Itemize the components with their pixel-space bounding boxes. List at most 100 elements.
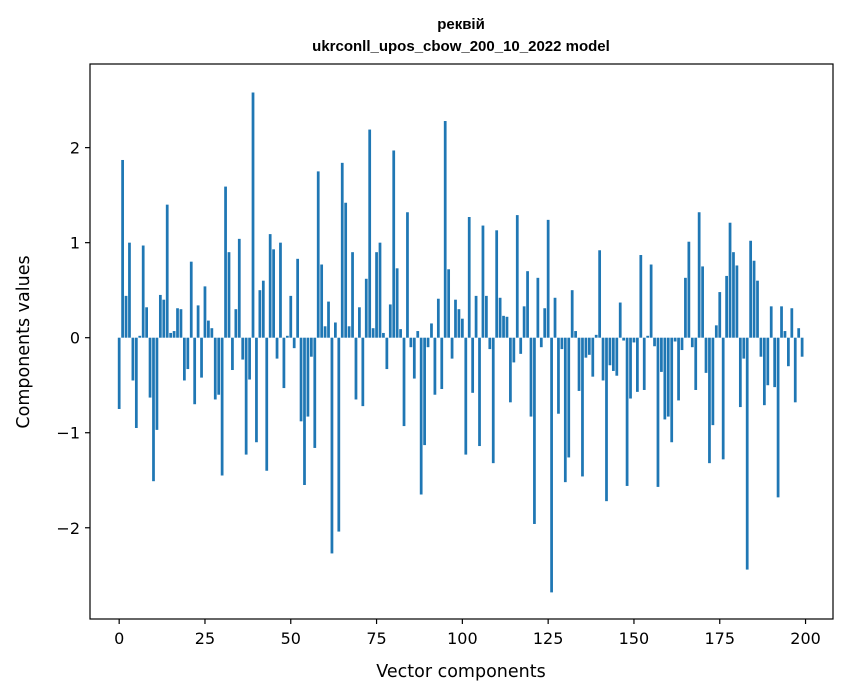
- bar: [176, 308, 179, 338]
- bars-group: [117, 92, 804, 593]
- bar: [752, 260, 756, 338]
- bar: [364, 278, 368, 338]
- bar: [728, 222, 732, 338]
- bar: [787, 337, 790, 367]
- bar: [745, 337, 749, 570]
- bar: [605, 337, 608, 502]
- bar: [464, 337, 468, 455]
- bar: [625, 337, 629, 486]
- bar: [134, 337, 138, 428]
- bar: [279, 242, 282, 338]
- bar: [354, 337, 358, 400]
- bar: [289, 295, 293, 338]
- bar: [275, 337, 279, 359]
- bar: [227, 252, 231, 338]
- bar: [598, 250, 602, 338]
- bar: [632, 337, 636, 343]
- bar: [141, 245, 145, 338]
- y-axis-label: Components values: [14, 255, 34, 428]
- bar: [368, 129, 372, 338]
- bar: [485, 295, 488, 338]
- bar: [316, 171, 320, 338]
- bar: [265, 337, 269, 471]
- bar: [183, 337, 186, 381]
- bar: [646, 335, 650, 338]
- bar: [694, 337, 698, 390]
- bar: [241, 337, 245, 360]
- bar: [440, 337, 444, 390]
- bar: [581, 337, 584, 477]
- bar: [773, 337, 777, 388]
- bar: [563, 337, 567, 483]
- bar: [334, 322, 337, 338]
- bar: [790, 308, 794, 338]
- bar: [323, 326, 327, 338]
- bar: [536, 277, 540, 338]
- bar: [155, 337, 159, 430]
- bar: [546, 219, 550, 338]
- bar: [327, 301, 330, 338]
- bar: [402, 337, 406, 427]
- bar: [653, 337, 656, 347]
- bar: [207, 320, 210, 338]
- bar: [471, 337, 475, 393]
- bar: [443, 121, 447, 338]
- bar: [467, 217, 471, 338]
- bar: [519, 337, 523, 354]
- bar: [570, 290, 574, 338]
- bar: [433, 337, 437, 395]
- bar: [203, 286, 207, 338]
- bar: [193, 337, 197, 405]
- bar: [495, 230, 499, 338]
- bar: [224, 186, 227, 338]
- bar: [344, 202, 348, 338]
- bar: [797, 328, 801, 338]
- bar: [481, 225, 485, 338]
- bar: [128, 242, 131, 338]
- bar: [512, 337, 516, 363]
- bar: [539, 337, 543, 348]
- y-tick-label: 1: [70, 234, 80, 253]
- bar: [172, 331, 176, 338]
- bar: [591, 337, 595, 377]
- bar: [454, 299, 457, 338]
- y-tick-label: −1: [56, 424, 80, 443]
- bar: [409, 337, 413, 348]
- bar: [412, 337, 416, 379]
- bar: [594, 334, 598, 338]
- bar: [392, 150, 396, 338]
- bar: [251, 92, 255, 338]
- bar: [234, 309, 238, 338]
- bar: [793, 337, 797, 403]
- bar: [371, 328, 375, 338]
- bar: [165, 204, 169, 338]
- bar: [611, 337, 615, 371]
- bar: [131, 337, 135, 381]
- bar: [145, 307, 148, 338]
- bar: [358, 307, 361, 338]
- bar: [649, 264, 653, 338]
- bar: [714, 325, 718, 338]
- bar: [656, 337, 660, 487]
- bar: [416, 331, 420, 338]
- bar: [660, 337, 663, 372]
- bar: [158, 294, 162, 338]
- bar: [395, 268, 399, 338]
- bar: [498, 297, 502, 338]
- bar: [213, 337, 217, 400]
- bar: [680, 337, 684, 351]
- bar: [543, 308, 547, 338]
- x-axis-label: Vector components: [376, 662, 545, 682]
- bar: [615, 337, 619, 376]
- bar: [152, 337, 155, 482]
- bar: [406, 212, 409, 338]
- bar: [189, 261, 193, 338]
- bar: [457, 309, 461, 338]
- bar: [299, 337, 303, 422]
- bar: [762, 337, 766, 406]
- bar: [296, 258, 300, 338]
- bar: [574, 331, 577, 338]
- bar: [124, 295, 128, 338]
- bar: [436, 298, 440, 338]
- bar: [162, 299, 166, 338]
